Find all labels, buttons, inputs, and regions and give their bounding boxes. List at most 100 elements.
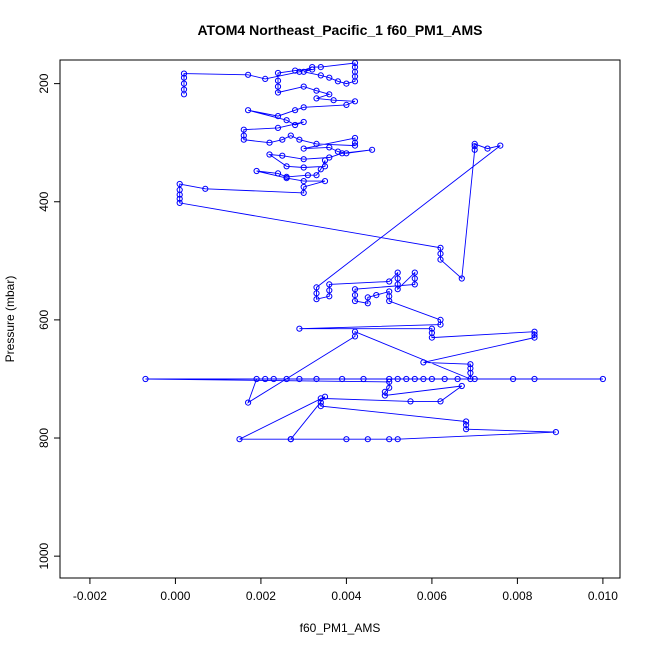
data-point — [274, 113, 282, 120]
data-point — [287, 436, 294, 443]
data-point — [386, 375, 393, 383]
data-point — [176, 180, 183, 188]
data-point — [300, 118, 307, 126]
y-tick-label: 1000 — [37, 542, 51, 569]
data-point — [531, 328, 538, 335]
data-point — [296, 325, 303, 332]
data-point — [283, 163, 290, 170]
data-point — [313, 172, 320, 179]
y-axis: 200 400 600 800 1000 — [37, 73, 61, 569]
data-point — [313, 140, 320, 147]
data-point — [411, 375, 418, 383]
data-point — [386, 378, 393, 385]
data-point — [386, 278, 393, 285]
data-point — [176, 191, 183, 198]
data-point — [339, 375, 346, 383]
data-point — [467, 375, 474, 383]
data-point — [274, 83, 282, 90]
data-point — [497, 142, 504, 149]
data-point — [287, 132, 294, 139]
data-point — [403, 375, 410, 383]
data-point — [274, 170, 282, 177]
x-tick-label: 0.006 — [417, 589, 447, 603]
data-point — [343, 101, 350, 109]
data-point — [180, 70, 188, 77]
data-point — [471, 146, 478, 153]
data-point — [394, 375, 401, 383]
data-point — [176, 195, 183, 202]
data-point — [245, 399, 252, 406]
data-point — [334, 78, 341, 85]
data-point — [531, 331, 538, 338]
data-point — [381, 388, 388, 395]
data-point — [351, 68, 359, 75]
data-point — [321, 178, 329, 185]
data-point — [270, 375, 277, 383]
data-point — [407, 398, 414, 405]
data-point — [394, 269, 401, 276]
data-point — [509, 375, 517, 383]
data-point — [531, 375, 538, 383]
data-point — [296, 136, 303, 143]
data-point — [300, 83, 307, 90]
data-point — [467, 369, 474, 377]
data-point — [343, 80, 350, 87]
data-point — [292, 67, 299, 74]
y-tick-label: 400 — [37, 191, 51, 211]
data-point — [300, 164, 307, 171]
data-point — [386, 436, 393, 443]
y-tick-label: 600 — [37, 310, 51, 330]
data-point — [309, 64, 316, 71]
data-point — [142, 375, 149, 383]
data-point — [292, 121, 299, 129]
data-point — [274, 77, 282, 84]
data-point — [317, 399, 324, 406]
data-point — [360, 375, 367, 383]
data-point — [471, 140, 478, 147]
data-point — [313, 87, 320, 94]
data-point — [441, 375, 448, 383]
chart-title: ATOM4 Northeast_Pacific_1 f60_PM1_AMS — [197, 22, 482, 38]
data-point — [279, 152, 286, 159]
data-point — [313, 296, 320, 303]
x-axis-label: f60_PM1_AMS — [300, 621, 381, 635]
series-line — [145, 62, 603, 440]
data-point — [463, 426, 470, 433]
data-point — [364, 436, 371, 443]
data-point — [313, 375, 320, 383]
data-point — [411, 281, 418, 288]
data-point — [180, 74, 188, 81]
data-point — [339, 150, 346, 157]
data-point — [471, 143, 478, 150]
data-point — [300, 183, 307, 191]
data-point — [463, 421, 470, 429]
data-point — [458, 275, 465, 282]
data-point — [283, 117, 290, 124]
data-point — [420, 375, 427, 383]
data-point — [317, 64, 324, 71]
data-point — [351, 142, 359, 149]
data-point — [296, 68, 303, 75]
data-point — [343, 150, 350, 157]
plot-frame — [59, 59, 621, 579]
data-point — [202, 185, 209, 192]
data-point — [351, 134, 359, 142]
data-point — [266, 151, 273, 158]
x-tick-label: -0.002 — [73, 589, 107, 603]
data-point — [394, 286, 401, 293]
data-point — [428, 375, 435, 383]
data-point — [351, 286, 359, 293]
data-point — [351, 139, 359, 146]
data-point — [364, 294, 371, 301]
data-point — [300, 178, 307, 185]
data-point — [253, 167, 260, 175]
data-point — [321, 157, 329, 164]
data-point — [463, 418, 470, 425]
data-point — [300, 145, 307, 152]
y-tick-label: 800 — [37, 428, 51, 448]
data-point — [484, 145, 491, 152]
x-tick-label: 0.008 — [502, 589, 532, 603]
x-tick-label: 0.010 — [588, 589, 618, 603]
data-point — [411, 269, 418, 276]
data-point — [266, 139, 273, 146]
